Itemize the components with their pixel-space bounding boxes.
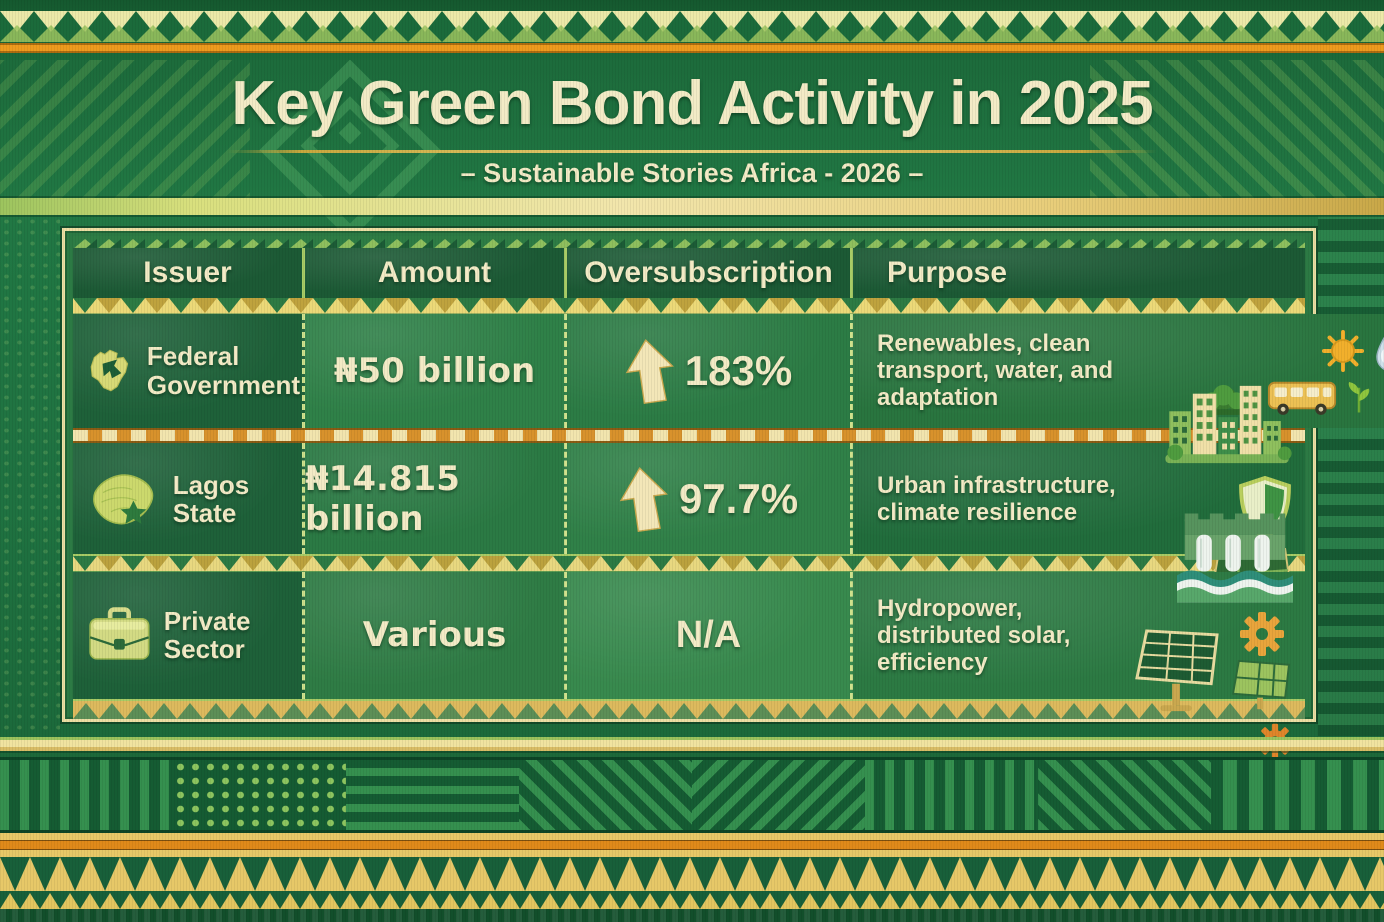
issuer-cell-federal-government: Federal Government [73,313,305,428]
oversubscription-value: 97.7% [678,474,799,522]
hydropower-dam-icon [1177,513,1293,603]
bottom-gold-band [0,833,1384,857]
amount-cell: ₦14.815 billion [305,443,567,555]
page-title: Key Green Bond Activity in 2025 [231,69,1153,138]
bottom-dark-band [0,909,1384,922]
sprout-icon [1348,381,1370,412]
oversubscription-cell: 183% [567,313,853,428]
bottom-zigzag-large-pattern [0,857,1384,891]
up-arrow-icon [625,338,674,404]
issuer-cell-lagos-state: Lagos State [73,443,305,555]
title-underline [227,150,1157,153]
background-pattern-scales-left [0,216,60,736]
issuer-label: Private Sector [163,606,251,665]
oversubscription-value: N/A [675,613,742,656]
up-arrow-icon [619,466,668,532]
gear-icon [1240,612,1284,657]
briefcase-icon [89,607,150,661]
purpose-text: Hydropower, distributed solar, efficienc… [877,594,1071,676]
header-oversubscription: Oversubscription [567,247,853,298]
purpose-text: Renewables, clean transport, water, and … [877,329,1114,412]
oversubscription-cell: 97.7% [567,443,853,555]
solar-panel-icon [1135,629,1219,712]
purpose-text: Urban infrastructure, climate resilience [877,471,1116,526]
top-zigzag-pattern [0,11,1384,42]
purpose-cell: Renewables, clean transport, water, and … [853,313,1384,428]
header-zigzag-separator [73,297,1305,314]
header-gold-stripe [0,198,1384,215]
water-droplet-icon [1376,336,1384,370]
bottom-orange-stripe [0,840,1384,850]
header-purpose: Purpose [853,247,1305,298]
nigeria-map-icon [90,349,129,391]
table-row: Federal Government ₦50 billion 183% Rene… [73,313,1384,428]
background-pattern-columns-right [1318,216,1384,736]
sun-icon [1322,329,1364,372]
row-zigzag-separator [73,554,1305,572]
bottom-zigzag-small-pattern [0,891,1384,909]
table-row: Private Sector Various N/A Hydropower, d… [73,513,1305,759]
kente-pattern-band [0,757,1384,833]
page-subtitle: – Sustainable Stories Africa - 2026 – [460,158,924,188]
bus-icon [1267,381,1337,415]
header-amount: Amount [305,247,567,298]
table-top-trim-pattern [73,236,1305,248]
gear-solar-column [1231,611,1293,715]
amount-cell: Various [305,571,567,699]
city-buildings-icon [1165,385,1292,464]
purpose-cell: Hydropower, distributed solar, efficienc… [853,513,1305,759]
green-bond-table: Issuer Amount Oversubscription Purpose F… [62,228,1384,759]
oversubscription-value: 183% [684,346,793,394]
table-bottom-trim-pattern [73,698,1305,720]
issuer-cell-private-sector: Private Sector [73,571,305,699]
lagos-map-icon [93,474,154,525]
issuer-label: Federal Government [146,341,301,400]
table-header-row: Issuer Amount Oversubscription Purpose [73,247,1305,298]
purpose-icon-cluster [1103,511,1293,759]
header-issuer: Issuer [73,247,305,298]
amount-cell: ₦50 billion [305,313,567,428]
top-orange-stripe [0,43,1384,53]
row-dashed-separator [73,427,1305,444]
issuer-label: Lagos State [172,469,250,528]
oversubscription-cell: N/A [567,571,853,699]
lower-gold-stripe [0,737,1384,751]
solar-panel-icon [1231,660,1291,710]
top-border-band [0,0,1384,60]
